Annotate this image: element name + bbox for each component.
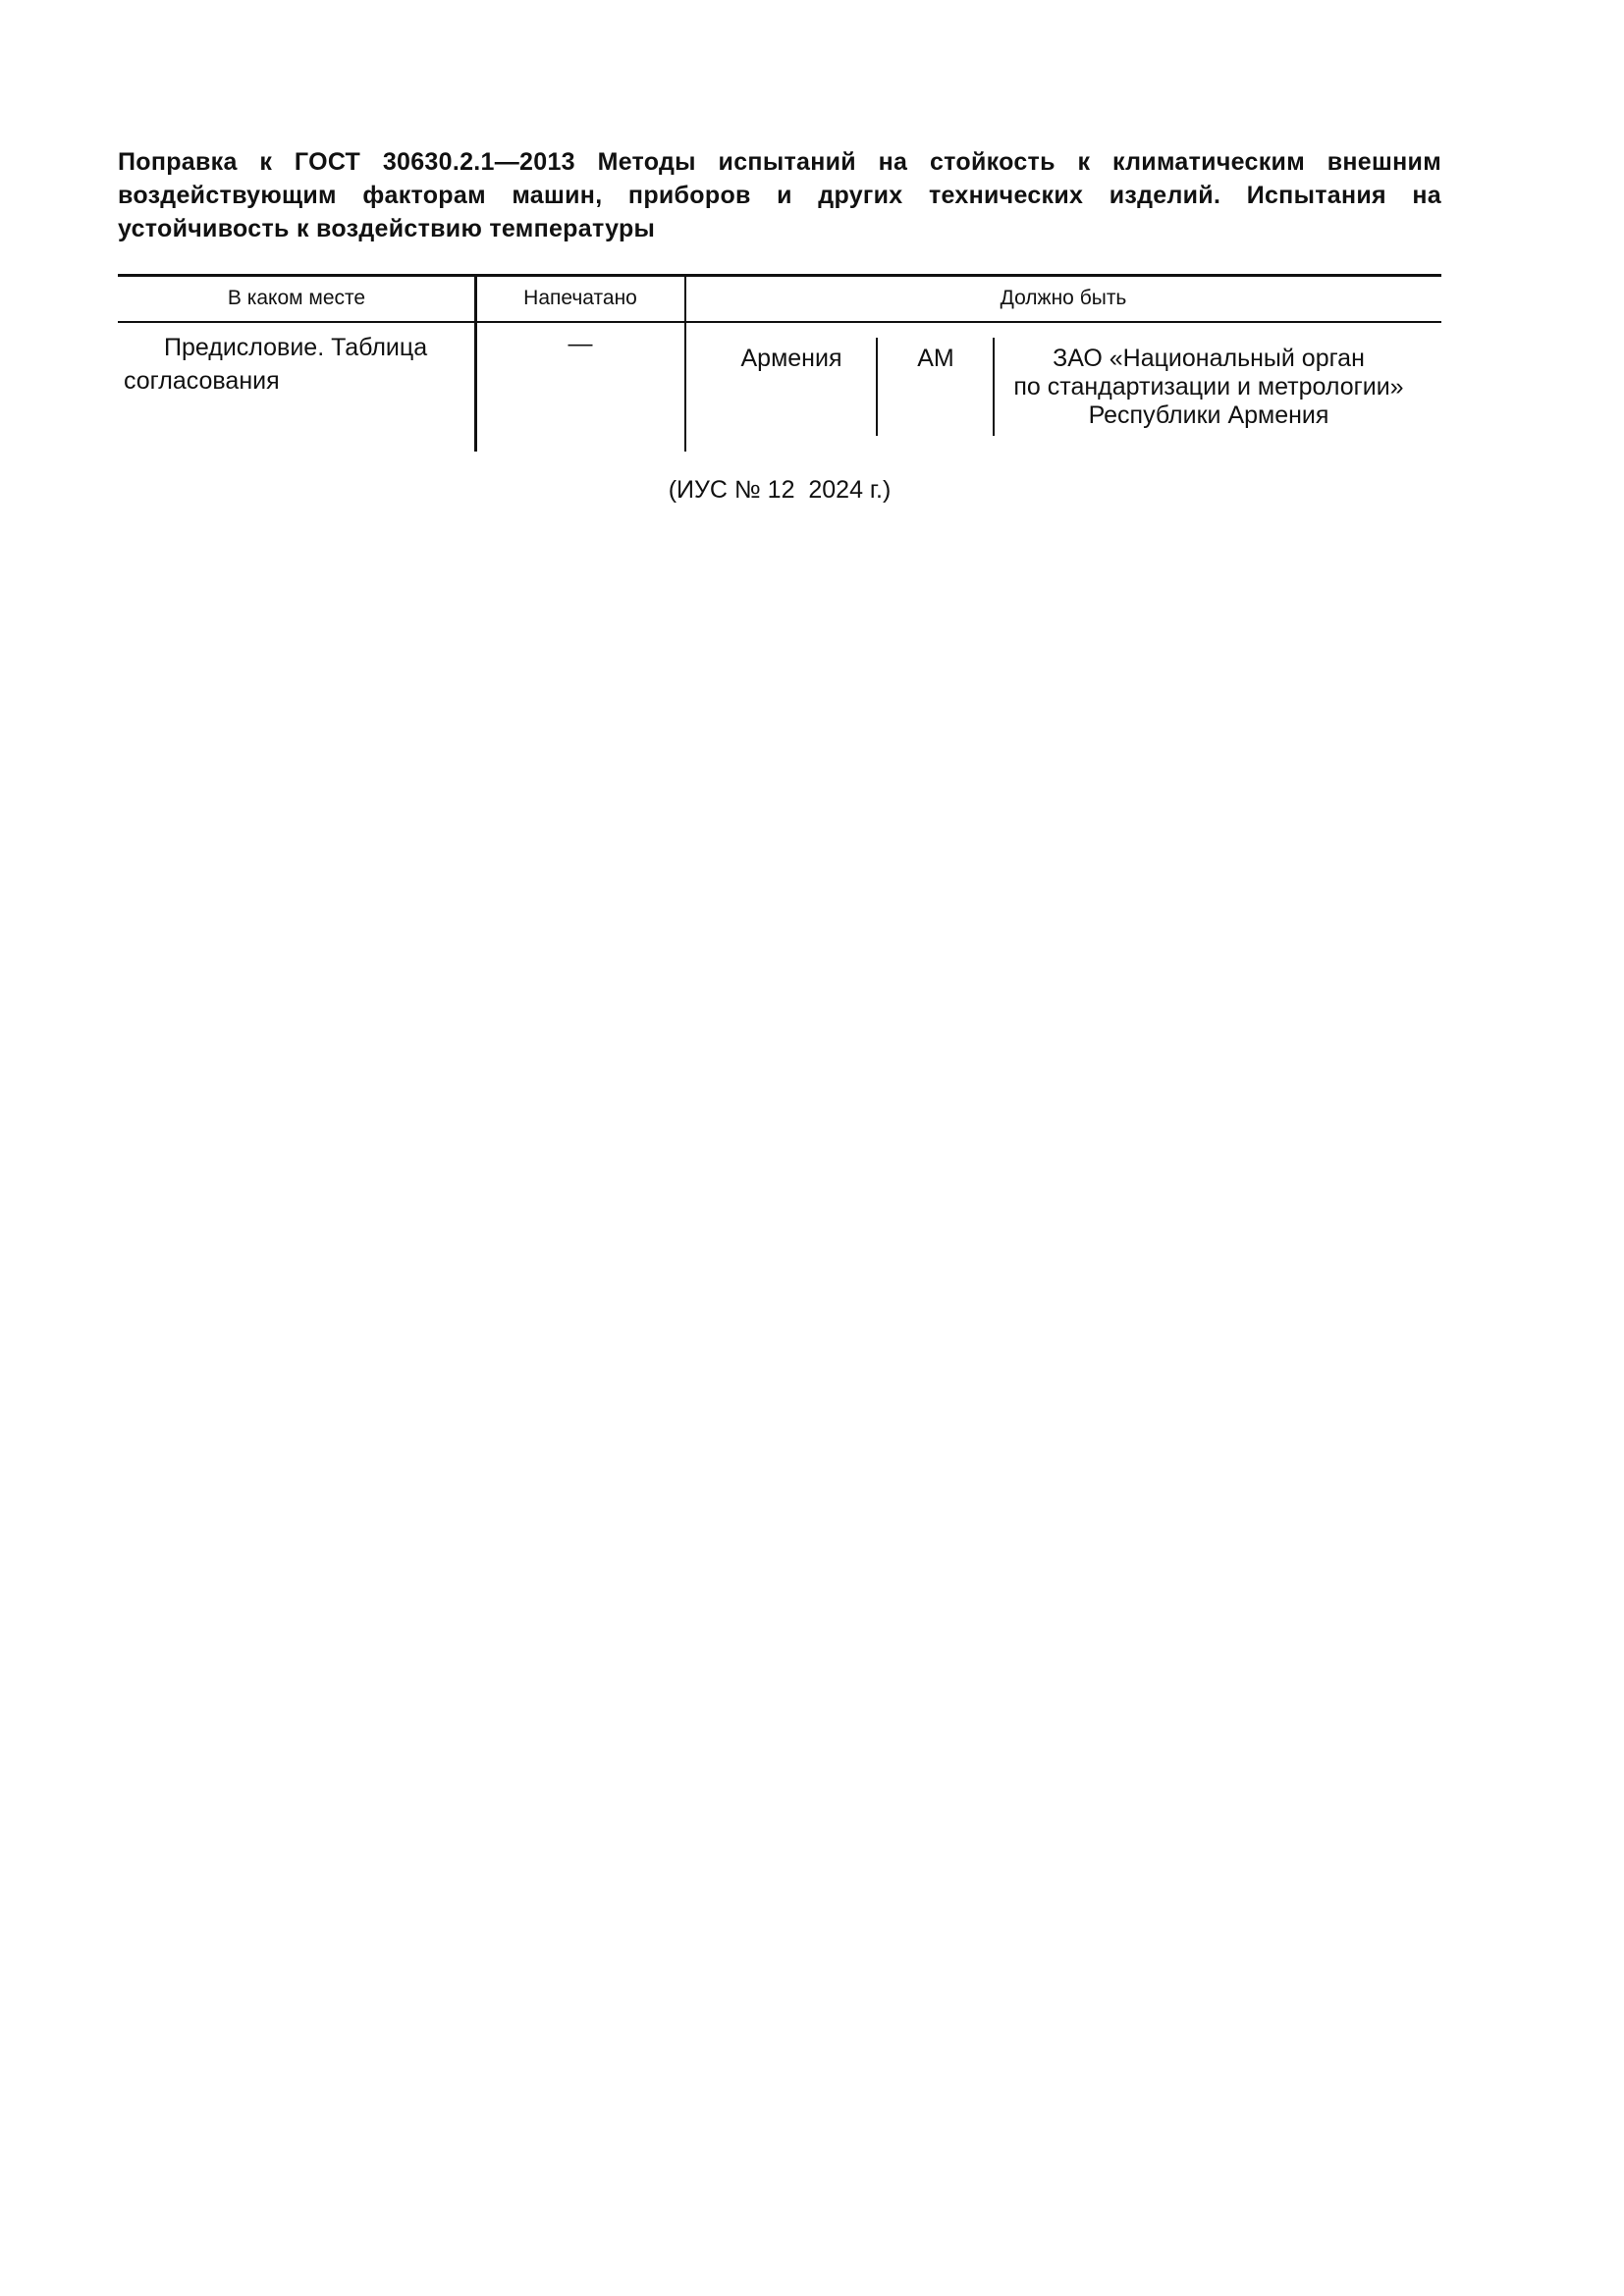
table-header-rule bbox=[118, 321, 1441, 323]
header-should-be: Должно быть bbox=[1000, 287, 1127, 309]
cell-code: AM bbox=[917, 345, 954, 372]
cell-org-line2: по стандартизации и метрологии» bbox=[1013, 373, 1404, 400]
cell-country: Армения bbox=[740, 345, 842, 372]
cell-place-line2: согласования bbox=[124, 367, 280, 395]
publication-reference: (ИУС № 12 2024 г.) bbox=[668, 476, 892, 504]
column-divider bbox=[684, 275, 686, 452]
cell-printed: — bbox=[568, 330, 593, 357]
document-title: Поправка к ГОСТ 30630.2.1—2013 Методы ис… bbox=[118, 148, 1441, 242]
header-printed: Напечатано bbox=[523, 287, 637, 309]
cell-org-line1: ЗАО «Национальный орган bbox=[1053, 345, 1365, 372]
cell-place-line1: Предисловие. Таблица bbox=[164, 334, 428, 361]
sub-column-divider bbox=[993, 338, 995, 436]
header-place: В каком месте bbox=[227, 287, 366, 309]
column-divider bbox=[474, 275, 477, 452]
sub-column-divider bbox=[876, 338, 878, 436]
cell-org-line3: Республики Армения bbox=[1088, 401, 1329, 429]
table-top-rule bbox=[118, 274, 1441, 277]
